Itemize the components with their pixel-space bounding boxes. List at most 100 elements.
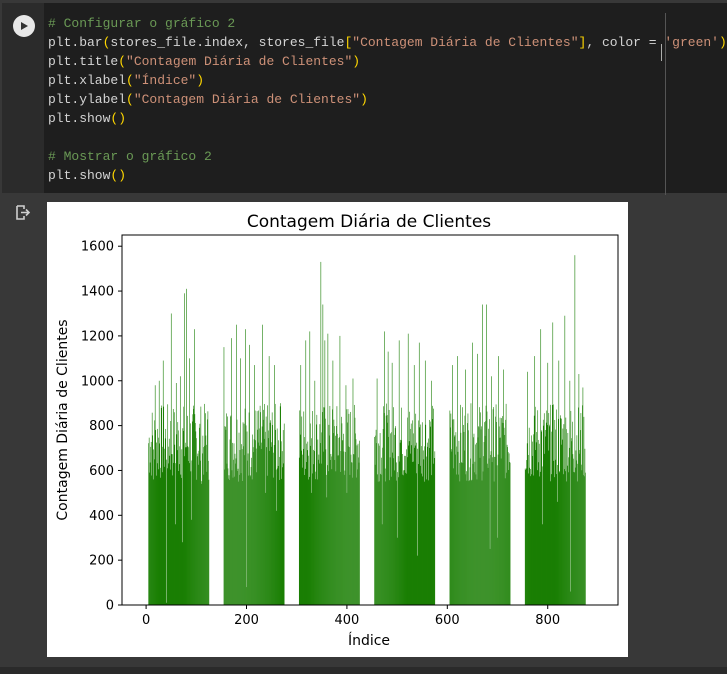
bar [461, 462, 462, 605]
bar [160, 477, 162, 605]
bar [149, 472, 150, 605]
code-text[interactable]: # Configurar o gráfico 2 plt.bar(stores_… [48, 14, 727, 185]
bar [385, 481, 386, 605]
bar [334, 459, 336, 605]
bar [492, 409, 494, 605]
bar [273, 445, 275, 605]
bar [250, 476, 251, 605]
bar [497, 537, 498, 605]
bar [347, 409, 349, 605]
bar [302, 454, 304, 605]
bar [273, 452, 274, 605]
bar [309, 476, 310, 605]
bar [200, 406, 202, 605]
bar [308, 455, 309, 605]
bar [488, 428, 489, 605]
y-axis-ticks: 0 200 400 600 800 1000 1200 1400 1600 [81, 240, 122, 614]
bar [351, 462, 352, 605]
bar [278, 456, 280, 605]
bar [253, 439, 255, 605]
bar [309, 331, 311, 605]
run-cell-button[interactable] [13, 15, 35, 37]
bar [422, 476, 424, 605]
bar [490, 451, 492, 605]
bar [348, 413, 350, 605]
bar [160, 407, 162, 605]
bar [549, 404, 551, 605]
bar [358, 462, 360, 605]
bar [482, 471, 484, 605]
bar [248, 412, 250, 605]
bar [404, 455, 405, 605]
bar [414, 445, 416, 605]
bar [238, 432, 240, 605]
bar [305, 340, 307, 605]
bar [462, 407, 463, 605]
bar [189, 358, 190, 605]
bar [271, 412, 273, 605]
bar [392, 452, 393, 605]
bar [198, 450, 200, 605]
bar [183, 406, 185, 605]
bar [550, 474, 552, 605]
bar [421, 422, 423, 605]
bar [496, 421, 497, 605]
bar [352, 378, 354, 605]
bar [449, 410, 451, 605]
bar [230, 416, 231, 605]
bar [243, 423, 245, 605]
bar [459, 462, 460, 605]
bar [410, 453, 412, 605]
bar [501, 422, 503, 605]
bar [241, 449, 243, 605]
bar [415, 413, 417, 605]
bar [343, 433, 344, 605]
bar [172, 408, 174, 605]
bar [168, 438, 170, 605]
bar [274, 403, 276, 605]
bar [274, 365, 275, 605]
bar [580, 413, 582, 605]
bar [272, 477, 274, 605]
bar [464, 415, 466, 605]
bar [402, 475, 404, 605]
bar [279, 479, 280, 605]
bar [475, 474, 477, 605]
bar [208, 460, 209, 605]
bar [187, 446, 189, 605]
bar [203, 474, 205, 605]
bar [350, 454, 352, 605]
y-tick-label: 0 [106, 599, 114, 614]
bar [303, 411, 305, 605]
bar [569, 380, 571, 605]
bar [485, 421, 486, 605]
bar [416, 442, 418, 605]
bar [551, 431, 553, 605]
bar [251, 479, 253, 605]
bar [547, 450, 549, 605]
bar [468, 481, 470, 605]
bar [420, 473, 422, 605]
code-editor[interactable]: # Configurar o gráfico 2 plt.bar(stores_… [2, 3, 727, 195]
bar [411, 445, 413, 605]
bar [568, 472, 569, 605]
bar [234, 453, 236, 605]
bar [246, 431, 248, 605]
bar [240, 358, 241, 605]
bar [262, 324, 263, 605]
bar [532, 441, 534, 605]
bar [568, 457, 570, 605]
bar [226, 413, 227, 605]
bar [477, 353, 478, 605]
bar [161, 405, 163, 605]
bar [200, 460, 201, 605]
bar [555, 429, 557, 605]
bar [282, 430, 284, 605]
bar [571, 438, 572, 605]
bar [467, 413, 469, 605]
bar [462, 462, 464, 605]
bar [263, 409, 264, 605]
output-redirect-icon[interactable] [14, 204, 32, 222]
bar [181, 542, 183, 605]
bar [228, 475, 230, 605]
